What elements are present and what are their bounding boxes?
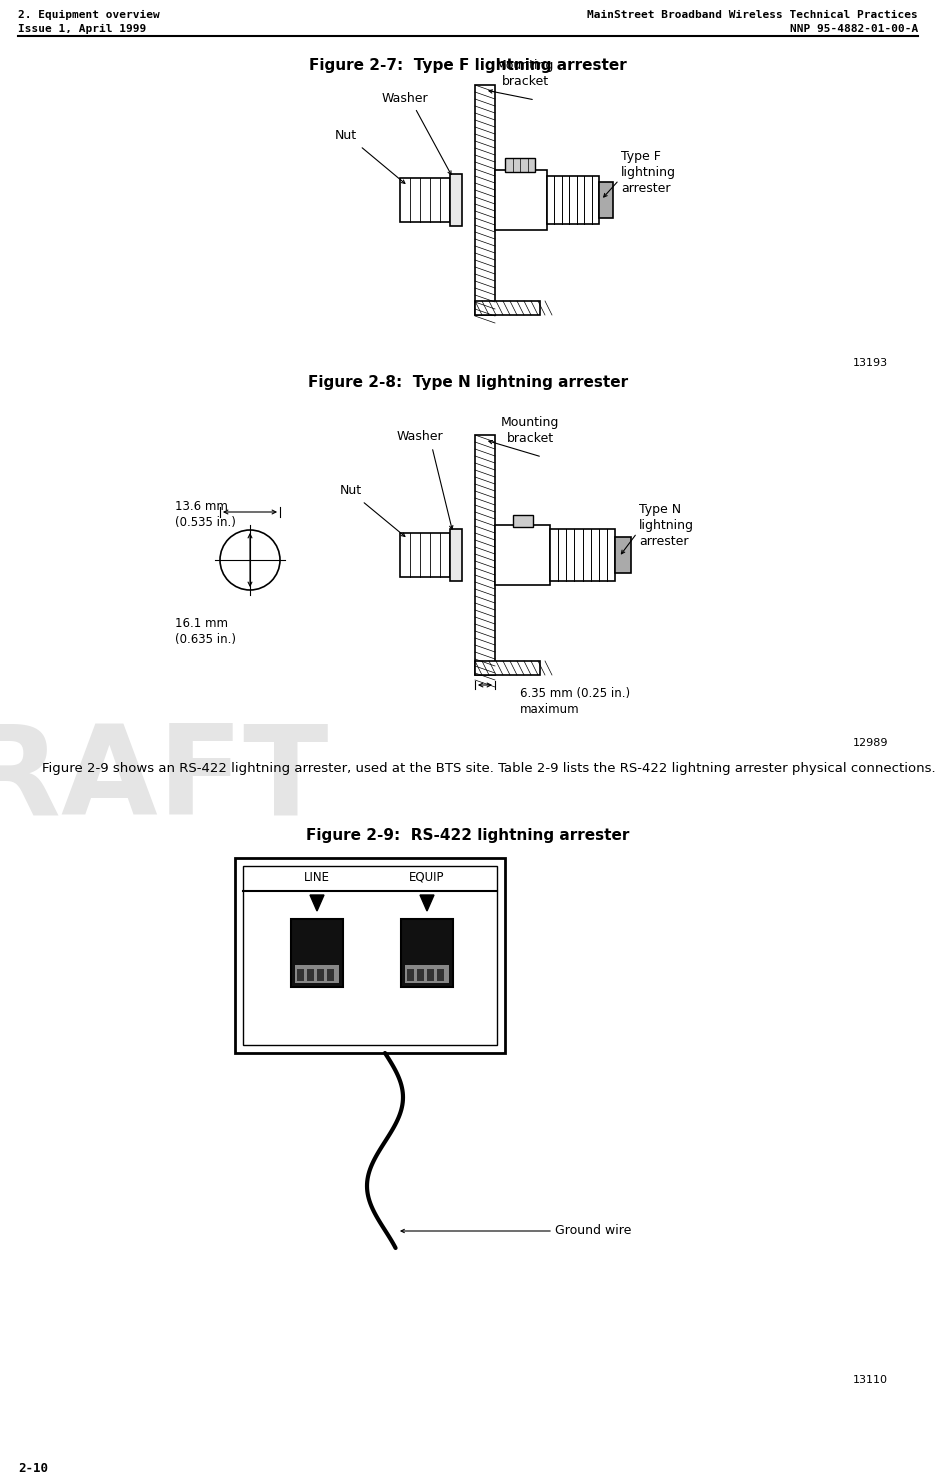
Bar — [243, 866, 497, 1045]
Bar — [475, 661, 540, 675]
Bar — [495, 525, 550, 584]
Text: Figure 2-9:  RS-422 lightning arrester: Figure 2-9: RS-422 lightning arrester — [306, 828, 630, 843]
Bar — [297, 970, 304, 982]
Text: 13193: 13193 — [853, 359, 888, 368]
Bar — [400, 179, 450, 221]
Text: Mounting
bracket: Mounting bracket — [501, 416, 559, 444]
Text: Nut: Nut — [335, 128, 358, 142]
Bar — [437, 970, 444, 982]
Text: DRAFT: DRAFT — [0, 719, 329, 840]
Bar — [307, 970, 314, 982]
Bar — [475, 435, 495, 675]
Bar — [295, 965, 339, 983]
Text: Mounting
bracket: Mounting bracket — [496, 59, 554, 89]
Bar — [317, 970, 324, 982]
Text: Type F
lightning
arrester: Type F lightning arrester — [621, 151, 676, 195]
Text: 2. Equipment overview: 2. Equipment overview — [18, 10, 160, 21]
Bar — [401, 920, 453, 987]
Text: EQUIP: EQUIP — [409, 871, 445, 884]
Text: Figure 2-9 shows an RS-422 lightning arrester, used at the BTS site. Table 2-9 l: Figure 2-9 shows an RS-422 lightning arr… — [42, 762, 936, 775]
Bar — [475, 86, 495, 314]
Polygon shape — [420, 894, 434, 911]
Bar — [450, 528, 462, 582]
Bar — [450, 174, 462, 226]
Circle shape — [220, 530, 280, 590]
Bar — [505, 158, 535, 173]
Bar — [550, 528, 615, 582]
Text: 6.35 mm (0.25 in.)
maximum: 6.35 mm (0.25 in.) maximum — [520, 686, 630, 716]
Bar — [400, 533, 450, 577]
Text: 13.6 mm
(0.535 in.): 13.6 mm (0.535 in.) — [175, 500, 236, 528]
Polygon shape — [310, 894, 324, 911]
Text: Washer: Washer — [382, 92, 429, 105]
Bar — [615, 537, 631, 573]
Bar — [407, 970, 414, 982]
Text: 12989: 12989 — [853, 738, 888, 748]
Text: Figure 2-7:  Type F lightning arrester: Figure 2-7: Type F lightning arrester — [309, 58, 627, 72]
Bar — [427, 970, 434, 982]
Bar — [599, 182, 613, 218]
Text: Nut: Nut — [340, 484, 362, 497]
Bar — [513, 515, 533, 527]
Bar — [327, 970, 334, 982]
Text: LINE: LINE — [304, 871, 330, 884]
Bar — [417, 970, 424, 982]
Text: NNP 95-4882-01-00-A: NNP 95-4882-01-00-A — [790, 24, 918, 34]
Bar — [547, 176, 599, 224]
Bar — [235, 858, 505, 1052]
Bar — [405, 965, 449, 983]
Text: Type N
lightning
arrester: Type N lightning arrester — [639, 503, 694, 548]
Text: 13110: 13110 — [853, 1376, 888, 1384]
Text: Washer: Washer — [397, 430, 444, 443]
Bar — [475, 301, 540, 314]
Bar — [291, 920, 343, 987]
Text: 2-10: 2-10 — [18, 1463, 48, 1475]
Text: MainStreet Broadband Wireless Technical Practices: MainStreet Broadband Wireless Technical … — [587, 10, 918, 21]
Text: Ground wire: Ground wire — [555, 1225, 632, 1237]
Text: 16.1 mm
(0.635 in.): 16.1 mm (0.635 in.) — [175, 617, 236, 646]
Text: Issue 1, April 1999: Issue 1, April 1999 — [18, 24, 146, 34]
Text: Figure 2-8:  Type N lightning arrester: Figure 2-8: Type N lightning arrester — [308, 375, 628, 390]
Bar — [495, 170, 547, 230]
